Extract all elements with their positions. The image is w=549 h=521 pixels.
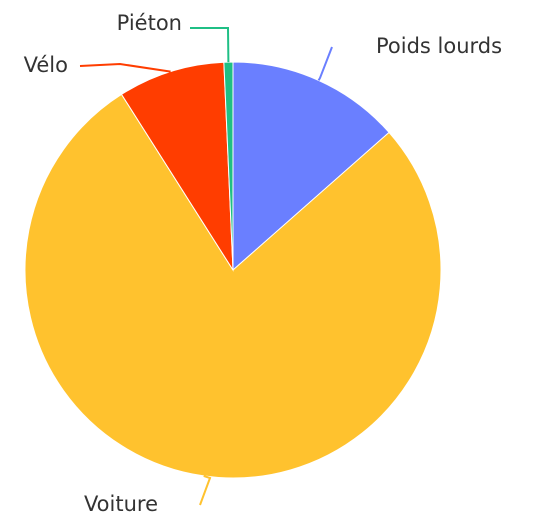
slice-label-poids-lourds: Poids lourds [376, 34, 502, 58]
pie-leader-lines [79, 27, 333, 506]
leader-line-pieton [190, 27, 230, 63]
leader-line-velo [79, 62, 171, 73]
pie-slice-poids-lourds [232, 61, 390, 272]
pie-slice-voiture [24, 93, 442, 479]
slice-label-pieton: Piéton [117, 11, 182, 35]
leader-line-poids-lourds [317, 46, 333, 81]
pie-slices [24, 61, 442, 479]
slice-label-voiture: Voiture [84, 492, 158, 516]
slice-label-velo: Vélo [24, 53, 68, 77]
leader-line-voiture [199, 474, 212, 506]
pie-labels: Poids lourds Voiture Vélo Piéton [24, 11, 502, 516]
